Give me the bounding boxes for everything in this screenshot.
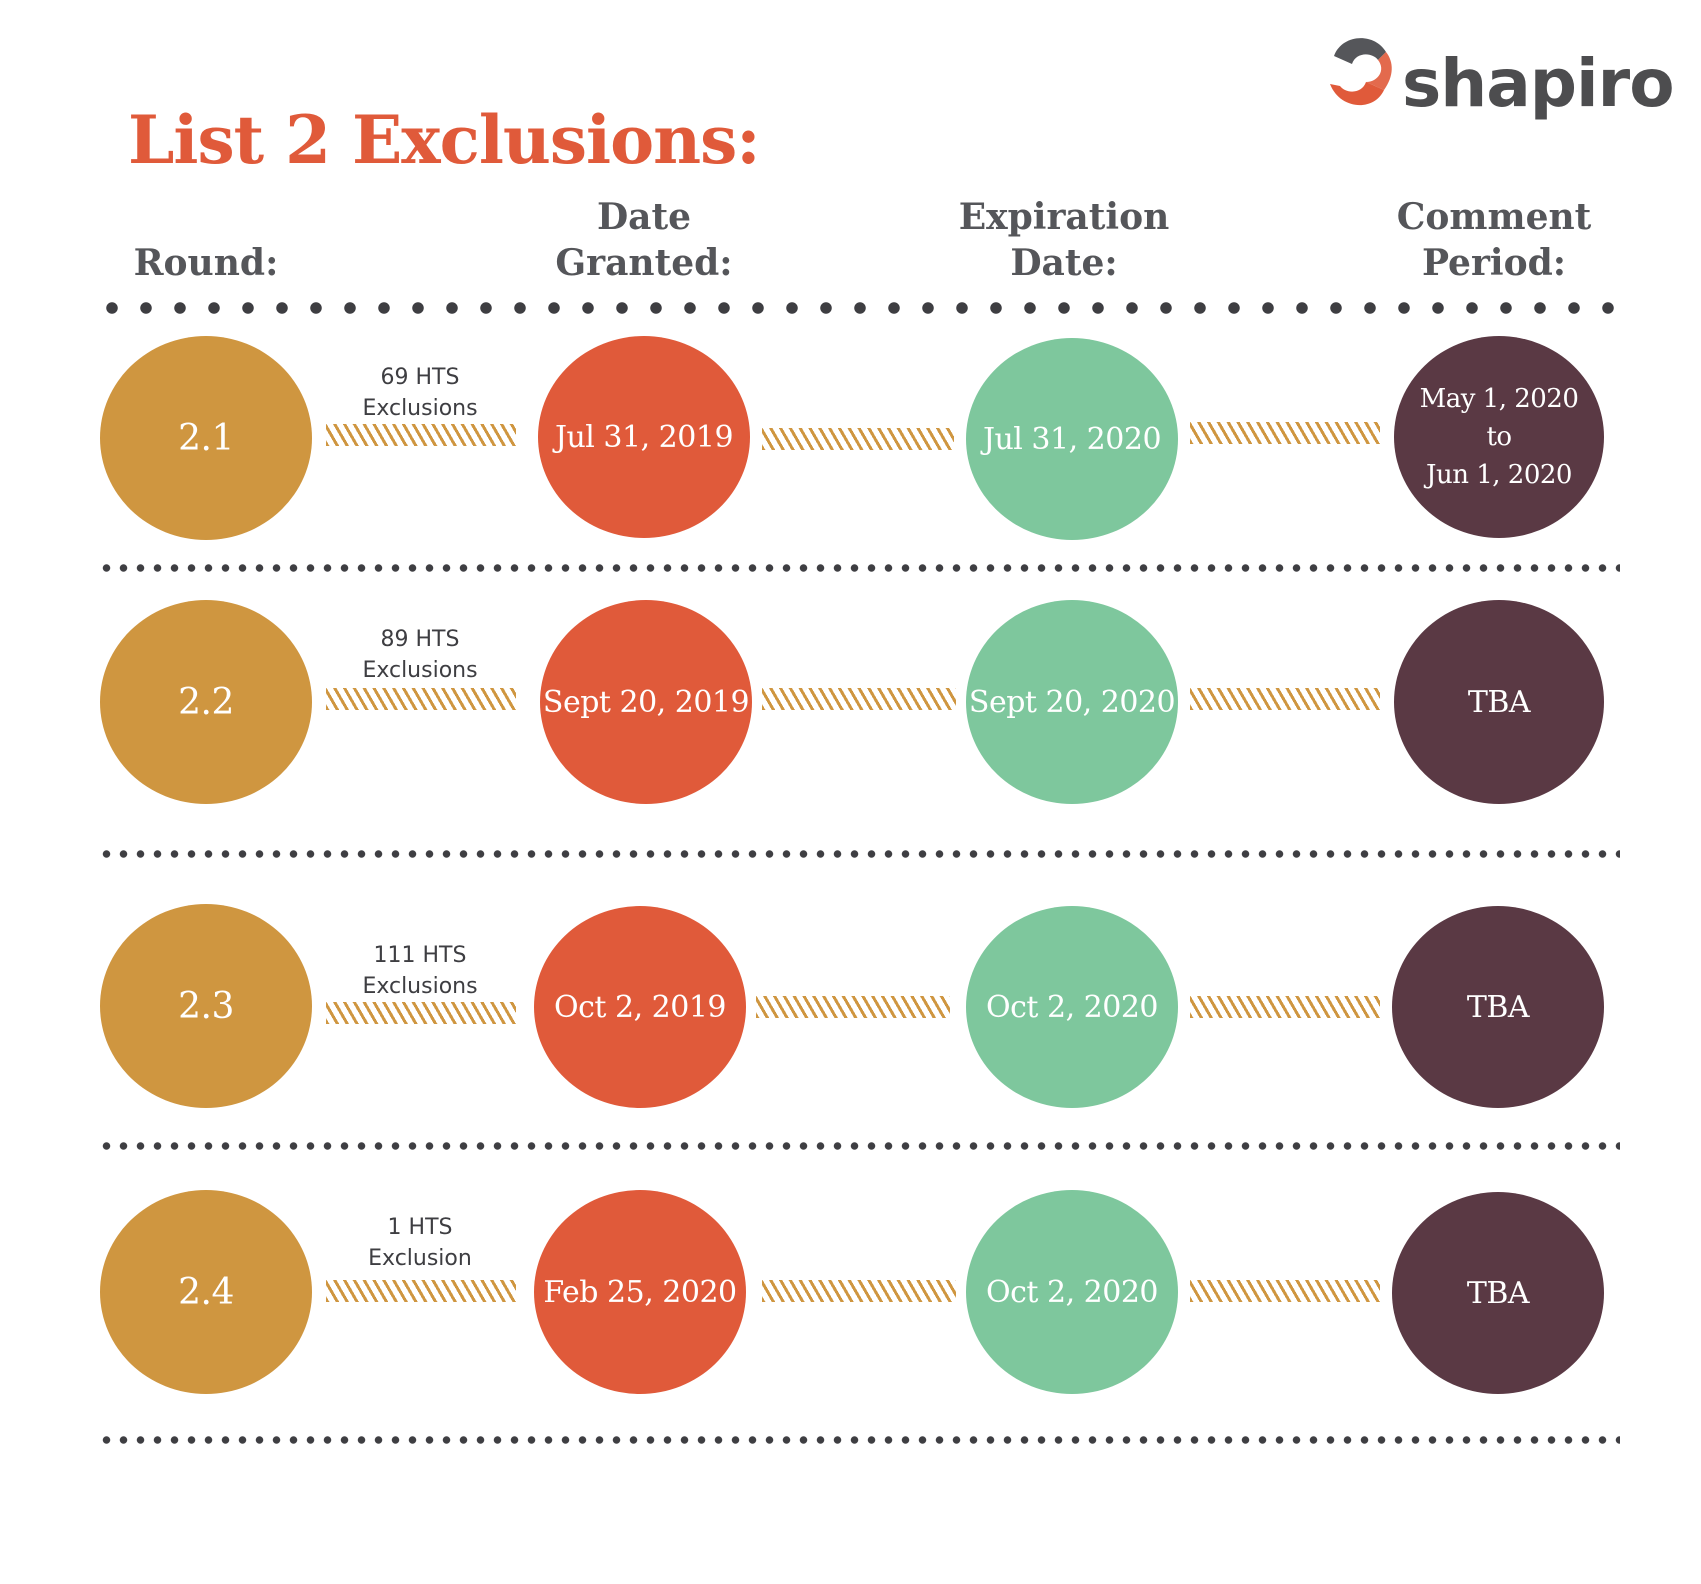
hts-count-label: 69 HTS Exclusions bbox=[362, 365, 478, 421]
round-circle: 2.2 bbox=[100, 600, 312, 804]
connector-arrow bbox=[762, 428, 954, 450]
shapiro-logo: shapiro ™ bbox=[1318, 30, 1675, 140]
page-title: List 2 Exclusions: bbox=[128, 101, 761, 179]
connector-arrow bbox=[1190, 688, 1380, 710]
connector-arrow bbox=[756, 996, 950, 1018]
row-divider bbox=[98, 1142, 1620, 1150]
date-granted-circle: Jul 31, 2019 bbox=[538, 336, 750, 538]
connector-arrow bbox=[1190, 996, 1380, 1018]
expiration-date-circle: Oct 2, 2020 bbox=[966, 1190, 1178, 1394]
connector-arrow bbox=[1190, 422, 1380, 444]
header-round: Round: bbox=[133, 242, 279, 284]
comment-period-circle: May 1, 2020 to Jun 1, 2020 bbox=[1394, 336, 1604, 538]
header-comment-period: Comment Period: bbox=[1396, 196, 1592, 284]
header-divider bbox=[95, 302, 1623, 314]
row-divider bbox=[98, 850, 1620, 858]
date-granted-circle: Sept 20, 2019 bbox=[540, 600, 752, 804]
trademark-symbol: ™ bbox=[1648, 72, 1658, 83]
shapiro-swoosh-icon bbox=[1330, 38, 1392, 106]
comment-period-circle: TBA bbox=[1394, 600, 1604, 804]
connector-arrow bbox=[762, 1280, 956, 1302]
row-divider bbox=[98, 564, 1620, 572]
date-granted-circle: Feb 25, 2020 bbox=[534, 1190, 746, 1394]
round-circle: 2.1 bbox=[100, 336, 312, 540]
connector-arrow bbox=[1190, 1280, 1380, 1302]
connector-arrow bbox=[326, 424, 516, 446]
comment-period-circle: TBA bbox=[1392, 906, 1604, 1108]
header-date-granted: Date Granted: bbox=[555, 196, 733, 284]
connector-arrow bbox=[326, 1280, 516, 1302]
hts-count-label: 111 HTS Exclusions bbox=[362, 943, 478, 999]
connector-arrow bbox=[326, 1002, 516, 1024]
expiration-date-circle: Sept 20, 2020 bbox=[966, 600, 1178, 804]
round-circle: 2.4 bbox=[100, 1190, 312, 1394]
connector-arrow bbox=[762, 688, 956, 710]
expiration-date-circle: Oct 2, 2020 bbox=[966, 906, 1178, 1108]
comment-period-circle: TBA bbox=[1392, 1192, 1604, 1394]
date-granted-circle: Oct 2, 2019 bbox=[534, 906, 746, 1108]
header-expiration-date: Expiration Date: bbox=[958, 196, 1170, 284]
hts-count-label: 1 HTS Exclusion bbox=[368, 1215, 472, 1271]
connector-arrow bbox=[326, 688, 516, 710]
hts-count-label: 89 HTS Exclusions bbox=[362, 627, 478, 683]
expiration-date-circle: Jul 31, 2020 bbox=[966, 338, 1178, 540]
logo-wordmark: shapiro bbox=[1402, 45, 1675, 122]
row-divider bbox=[98, 1436, 1620, 1444]
round-circle: 2.3 bbox=[100, 904, 312, 1108]
